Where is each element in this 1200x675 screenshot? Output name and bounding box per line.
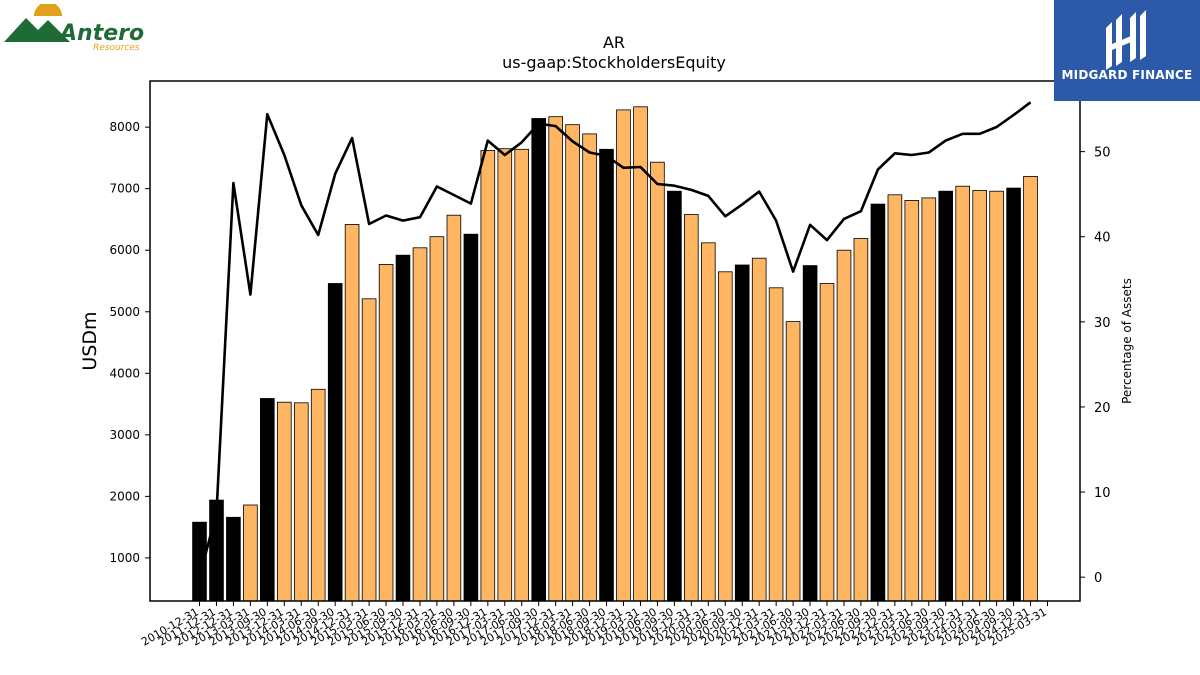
bar-2023-12-31 [955, 185, 970, 602]
plot-frame [149, 80, 1081, 602]
bar-2019-12-31 [684, 214, 699, 602]
bar-2013-03-31 [243, 504, 258, 602]
bar-2015-03-31 [361, 298, 377, 602]
mountain-icon [4, 18, 70, 42]
bar-2020-03-31 [701, 242, 716, 602]
bar-2018-03-31 [565, 124, 580, 602]
y2-axis-label: Percentage of Assets [1120, 278, 1134, 404]
bar-2019-06-30 [650, 161, 665, 602]
bar-2022-09-30 [870, 203, 886, 602]
bar-2018-09-30 [599, 148, 614, 602]
bar-2022-06-30 [853, 238, 869, 602]
bar-2022-03-31 [836, 249, 852, 602]
bar-2024-12-31 [1023, 175, 1038, 602]
bar-2014-09-30 [327, 283, 343, 602]
y-tick-label: 4000 [109, 366, 140, 380]
bar-2015-12-31 [412, 247, 428, 602]
bar-2020-06-30 [718, 271, 733, 602]
y-axis-label: USDm [79, 311, 101, 370]
bar-2015-09-30 [395, 254, 411, 602]
bar-2018-12-31 [616, 109, 631, 602]
y2-tick-label: 30 [1094, 316, 1111, 331]
bar-2013-12-31 [276, 401, 292, 602]
y-tick-label: 1000 [109, 551, 140, 565]
bar-2017-12-31 [548, 116, 563, 602]
y2-tick-label: 20 [1094, 401, 1111, 416]
bar-2021-09-30 [802, 265, 818, 602]
bar-2014-03-31 [293, 402, 309, 602]
bar-2023-09-30 [938, 190, 953, 602]
y2-tick-label: 40 [1094, 231, 1111, 246]
bar-2023-03-31 [904, 199, 920, 602]
sun-icon [34, 2, 62, 16]
bar-2017-09-30 [531, 118, 546, 602]
bar-2016-09-30 [463, 233, 479, 602]
bar-2020-09-30 [734, 264, 750, 602]
y2-tick-label: 50 [1094, 146, 1111, 161]
y-tick-label: 2000 [109, 489, 140, 503]
bar-2017-06-30 [514, 148, 529, 602]
antero-subtext: Resources [93, 43, 140, 53]
y-tick-label: 8000 [109, 120, 140, 134]
y-tick-label: 3000 [109, 428, 140, 442]
x-axis-ticks: 2010-12-312011-12-312012-12-312013-03-31… [139, 601, 1049, 649]
left-axis-ticks: 1000 2000 3000 4000 5000 6000 7000 8000 [109, 120, 150, 565]
antero-wordmark: Antero [58, 21, 144, 46]
midgard-finance-logo: MIDGARD FINANCE [1054, 0, 1200, 101]
bar-2015-06-30 [378, 263, 394, 602]
percent-line [198, 101, 1032, 578]
bar-2021-12-31 [819, 283, 835, 602]
bar-2016-12-31 [480, 150, 496, 602]
bar-2021-03-31 [768, 287, 784, 602]
bar-2024-06-30 [989, 190, 1004, 602]
chart-title: AR [603, 33, 625, 52]
y-tick-label: 5000 [109, 305, 140, 319]
bar-2022-12-31 [887, 194, 903, 602]
y2-tick-label: 0 [1094, 571, 1102, 586]
bar-2023-06-30 [921, 197, 937, 602]
bar-2016-03-31 [429, 236, 445, 602]
right-axis-ticks: 0 10 20 30 40 50 [1080, 146, 1111, 586]
midgard-emblem-icon [1106, 10, 1146, 70]
bar-2024-09-30 [1006, 187, 1021, 602]
y2-tick-label: 10 [1094, 486, 1111, 501]
bar-2018-06-30 [582, 133, 597, 602]
percent-line-series [198, 101, 1032, 578]
bar-2021-06-30 [785, 321, 801, 602]
bar-2019-03-31 [633, 106, 648, 602]
y-tick-label: 7000 [109, 182, 140, 196]
bar-2017-03-31 [497, 148, 513, 602]
bar-2014-12-31 [344, 223, 360, 602]
bar-2020-12-31 [751, 257, 767, 602]
bar-2012-12-31 [226, 516, 241, 602]
midgard-finance-wordmark: MIDGARD FINANCE [1061, 68, 1193, 82]
y-tick-label: 6000 [109, 243, 140, 257]
bar-2013-09-30 [259, 398, 275, 602]
chart-subtitle: us-gaap:StockholdersEquity [502, 53, 726, 72]
bar-2024-03-31 [972, 190, 987, 602]
bar-series [192, 106, 1038, 602]
bar-2016-06-30 [446, 214, 462, 602]
bar-2019-09-30 [667, 190, 682, 602]
bar-2014-06-30 [310, 388, 326, 602]
antero-logo: Antero Resources [4, 2, 149, 54]
